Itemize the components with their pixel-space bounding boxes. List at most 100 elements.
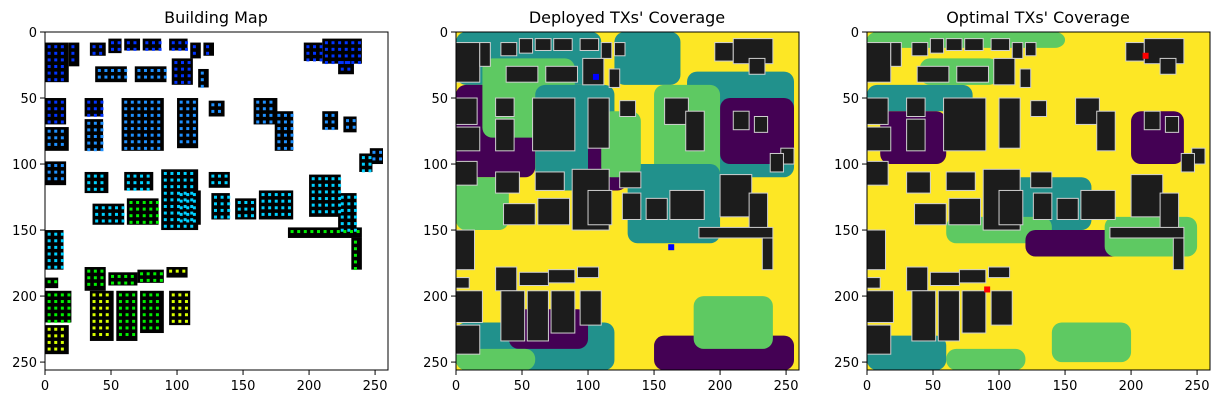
receiver-dot bbox=[331, 41, 335, 45]
receiver-dot bbox=[155, 300, 159, 304]
building-block bbox=[1030, 100, 1048, 117]
receiver-dot bbox=[157, 133, 161, 137]
building-block bbox=[619, 171, 642, 189]
x-tick-label: 250 bbox=[1185, 379, 1210, 394]
receiver-dot bbox=[179, 193, 183, 197]
receiver-dot bbox=[290, 127, 294, 131]
receiver-dot bbox=[353, 267, 357, 271]
receiver-dot bbox=[54, 78, 58, 82]
receiver-dot bbox=[100, 134, 104, 138]
panel-deployed-coverage: Deployed TXs' Coverage 0 50 100 150 200 250 0 5… bbox=[423, 8, 800, 394]
receiver-dot bbox=[268, 212, 272, 216]
receiver-dot bbox=[269, 120, 273, 124]
building-block bbox=[685, 110, 705, 152]
receiver-dot bbox=[108, 219, 112, 223]
receiver-dot bbox=[190, 211, 194, 215]
building-block bbox=[171, 58, 193, 85]
receiver-dot bbox=[87, 181, 91, 185]
receiver-dot bbox=[190, 218, 194, 222]
building-block bbox=[579, 290, 602, 326]
receiver-dot bbox=[277, 113, 281, 117]
receiver-dot bbox=[357, 61, 361, 65]
receiver-dot bbox=[54, 170, 58, 174]
receiver-dot bbox=[132, 319, 136, 323]
receiver-dot bbox=[324, 120, 328, 124]
receiver-dot bbox=[117, 47, 121, 51]
x-tick-label: 150 bbox=[231, 379, 256, 394]
receiver-dot bbox=[347, 222, 351, 226]
receiver-dot bbox=[93, 269, 97, 273]
building-block bbox=[45, 42, 69, 83]
receiver-dot bbox=[155, 306, 159, 310]
receiver-dot bbox=[47, 100, 51, 104]
receiver-dot bbox=[124, 140, 128, 144]
receiver-dot bbox=[268, 193, 272, 197]
receiver-dot bbox=[192, 199, 196, 203]
receiver-dot bbox=[105, 300, 109, 304]
receiver-dot bbox=[331, 210, 335, 214]
receiver-dot bbox=[324, 113, 328, 117]
receiver-dot bbox=[142, 220, 146, 224]
receiver-dot bbox=[47, 51, 51, 55]
receiver-dot bbox=[155, 319, 159, 323]
receiver-dot bbox=[130, 113, 134, 117]
receiver-dot bbox=[353, 247, 357, 251]
receiver-dot bbox=[324, 197, 328, 201]
y-tick-label: 0 bbox=[440, 26, 448, 41]
receiver-dot bbox=[99, 300, 103, 304]
receiver-dot bbox=[54, 293, 58, 297]
receiver-dot bbox=[175, 269, 179, 273]
receiver-dot bbox=[47, 58, 51, 62]
receiver-dot bbox=[274, 206, 278, 210]
receiver-dot bbox=[268, 199, 272, 203]
building-block bbox=[906, 97, 926, 117]
receiver-dot bbox=[290, 140, 294, 144]
receiver-dot bbox=[54, 107, 58, 111]
receiver-dot bbox=[71, 58, 75, 62]
receiver-dot bbox=[149, 207, 153, 211]
receiver-dot bbox=[47, 239, 51, 243]
receiver-dot bbox=[60, 259, 64, 263]
receiver-dot bbox=[192, 212, 196, 216]
axis-ticks: 0 50 100 150 200 250 0 50 100 150 200 250 bbox=[423, 26, 798, 394]
receiver-dot bbox=[60, 334, 64, 338]
building-block bbox=[1180, 152, 1195, 173]
receiver-dot bbox=[142, 207, 146, 211]
receiver-dot bbox=[190, 171, 194, 175]
receiver-dot bbox=[60, 319, 64, 323]
receiver-dot bbox=[108, 206, 112, 210]
receiver-dot bbox=[47, 265, 51, 269]
receiver-dot bbox=[47, 45, 51, 49]
receiver-dot bbox=[144, 120, 148, 124]
building-block bbox=[748, 192, 769, 234]
receiver-dot bbox=[256, 113, 260, 117]
building-block bbox=[537, 197, 571, 226]
receiver-dot bbox=[353, 215, 357, 219]
receiver-dot bbox=[60, 313, 64, 317]
receiver-dot bbox=[177, 211, 181, 215]
receiver-dot bbox=[158, 47, 162, 51]
receiver-dot bbox=[192, 120, 196, 124]
receiver-dot bbox=[338, 54, 342, 58]
receiver-dot bbox=[100, 187, 104, 191]
building-block bbox=[867, 42, 892, 83]
receiver-dot bbox=[100, 121, 104, 125]
receiver-dot bbox=[150, 146, 154, 150]
receiver-dot bbox=[256, 120, 260, 124]
receiver-dot bbox=[331, 61, 335, 65]
receiver-dot bbox=[100, 128, 104, 132]
receiver-dot bbox=[124, 120, 128, 124]
receiver-dot bbox=[313, 58, 317, 62]
receiver-dot bbox=[133, 187, 137, 191]
panel-title: Building Map bbox=[164, 8, 268, 27]
receiver-dot bbox=[324, 203, 328, 207]
receiver-dot bbox=[126, 47, 130, 51]
receiver-dot bbox=[118, 300, 122, 304]
receiver-dot bbox=[184, 306, 188, 310]
receiver-dot bbox=[87, 148, 91, 152]
y-tick-label: 200 bbox=[423, 290, 448, 305]
receiver-dot bbox=[137, 113, 141, 117]
receiver-dot bbox=[171, 319, 175, 323]
buildings bbox=[867, 38, 1206, 355]
receiver-dot bbox=[146, 187, 150, 191]
